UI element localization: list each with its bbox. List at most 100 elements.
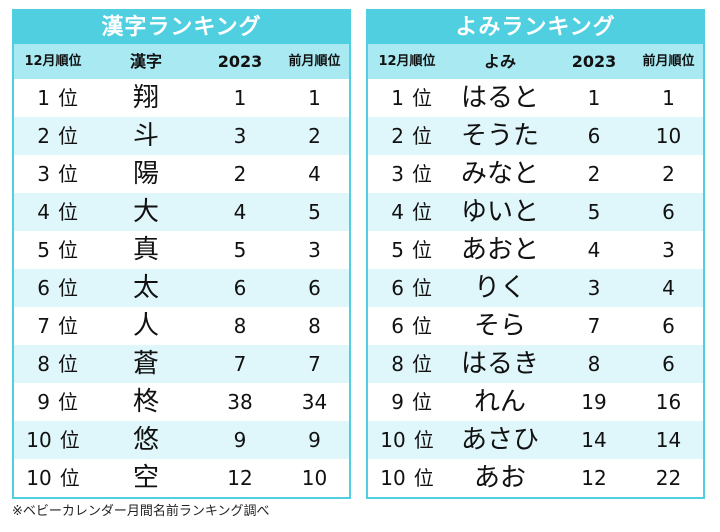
rank-number: 5 bbox=[37, 238, 50, 262]
rank-2023-cell: 12 bbox=[581, 466, 607, 490]
name-cell: そら bbox=[473, 311, 526, 341]
previous-month-rank-cell: 10 bbox=[655, 124, 682, 148]
name-cell: 空 bbox=[132, 463, 159, 493]
table-row: 2 位そうた 6 10 bbox=[368, 117, 703, 155]
header-december-rank: 12月順位 bbox=[24, 54, 82, 69]
previous-month-rank-cell: 1 bbox=[308, 86, 321, 110]
rank-2023-cell: 3 bbox=[587, 276, 601, 300]
table-row: 10 位 あお 12 22 bbox=[368, 459, 703, 497]
header-2023: 2023 bbox=[217, 52, 263, 71]
table-row: 1 位はると 1 1 bbox=[368, 79, 703, 117]
rank-number: 4 bbox=[37, 200, 50, 224]
rank-suffix: 位 bbox=[412, 238, 432, 262]
rank-suffix: 位 bbox=[412, 314, 432, 338]
previous-month-rank-cell: 3 bbox=[308, 238, 321, 262]
name-cell: れん bbox=[473, 387, 526, 417]
previous-month-rank-cell: 34 bbox=[301, 390, 328, 414]
rank-number: 10 bbox=[26, 466, 52, 490]
name-cell: 斗 bbox=[132, 121, 159, 151]
previous-month-rank-cell: 8 bbox=[308, 314, 321, 338]
rank-number: 1 bbox=[391, 86, 404, 110]
table-row: 9 位 柊 38 34 bbox=[14, 383, 349, 421]
yomi-rows: 1 位はると 1 1 2 位そうた 6 10 3 位みなと 2 2 4 位ゆいと 5 6 5 位あおと 4 3 6 位りく… bbox=[368, 79, 703, 497]
rank-cell: 10 位 bbox=[368, 459, 446, 497]
rank-2023-cell: 2 bbox=[233, 162, 247, 186]
header-december-rank: 12月順位 bbox=[378, 54, 436, 69]
header-yomi: よみ bbox=[483, 52, 516, 71]
table-row: 9 位れん 19 16 bbox=[368, 383, 703, 421]
previous-month-rank-cell: 6 bbox=[662, 352, 675, 376]
name-cell: あお bbox=[473, 463, 526, 493]
header-2023: 2023 bbox=[571, 52, 617, 71]
yomi-ranking-title: よみランキング bbox=[368, 11, 703, 44]
rank-suffix: 位 bbox=[58, 390, 78, 414]
rank-number: 3 bbox=[37, 162, 50, 186]
rank-2023-cell: 6 bbox=[587, 124, 601, 148]
previous-month-rank-cell: 10 bbox=[301, 466, 328, 490]
name-cell: あおと bbox=[460, 235, 539, 265]
rank-suffix: 位 bbox=[58, 162, 78, 186]
rank-2023-cell: 8 bbox=[587, 352, 601, 376]
rank-2023-cell: 8 bbox=[233, 314, 247, 338]
rank-suffix: 位 bbox=[58, 200, 78, 224]
rank-suffix: 位 bbox=[58, 352, 78, 376]
kanji-header-row: 12月順位 漢字 2023 前月順位 bbox=[14, 44, 349, 79]
rank-2023-cell: 14 bbox=[581, 428, 607, 452]
rank-suffix: 位 bbox=[413, 466, 434, 490]
rank-2023-cell: 7 bbox=[587, 314, 601, 338]
table-row: 6 位りく 3 4 bbox=[368, 269, 703, 307]
rank-suffix: 位 bbox=[58, 238, 78, 262]
rank-number: 10 bbox=[380, 428, 406, 452]
previous-month-rank-cell: 3 bbox=[662, 238, 675, 262]
rank-number: 4 bbox=[391, 200, 404, 224]
rank-number: 5 bbox=[391, 238, 404, 262]
rank-cell: 10 位 bbox=[14, 459, 92, 497]
rank-number: 8 bbox=[37, 352, 50, 376]
name-cell: 人 bbox=[132, 311, 159, 341]
rank-number: 6 bbox=[391, 314, 404, 338]
rank-number: 2 bbox=[391, 124, 404, 148]
rank-suffix: 位 bbox=[58, 276, 78, 300]
rank-number: 1 bbox=[37, 86, 50, 110]
rank-2023-cell: 3 bbox=[233, 124, 247, 148]
previous-month-rank-cell: 1 bbox=[662, 86, 675, 110]
rank-suffix: 位 bbox=[59, 428, 80, 452]
rank-2023-cell: 5 bbox=[587, 200, 601, 224]
name-cell: 悠 bbox=[132, 425, 159, 455]
previous-month-rank-cell: 14 bbox=[655, 428, 682, 452]
rank-2023-cell: 4 bbox=[587, 238, 601, 262]
name-cell: りく bbox=[473, 273, 526, 303]
yomi-ranking-table: よみランキング 12月順位 よみ 2023 前月順位 1 位はると 1 1 2 位そうた 6… bbox=[366, 9, 705, 499]
name-cell: 蒼 bbox=[132, 349, 159, 379]
rank-2023-cell: 38 bbox=[227, 390, 253, 414]
table-row: 10 位 空 12 10 bbox=[14, 459, 349, 497]
rank-number: 9 bbox=[391, 390, 404, 414]
name-cell: そうた bbox=[460, 121, 539, 151]
previous-month-rank-cell: 5 bbox=[308, 200, 321, 224]
rank-2023-cell: 6 bbox=[233, 276, 247, 300]
rank-suffix: 位 bbox=[58, 86, 78, 110]
name-cell: 大 bbox=[132, 197, 159, 227]
name-cell: はるき bbox=[460, 349, 539, 379]
rank-number: 10 bbox=[380, 466, 406, 490]
rank-suffix: 位 bbox=[58, 314, 78, 338]
name-cell: はると bbox=[460, 83, 539, 113]
